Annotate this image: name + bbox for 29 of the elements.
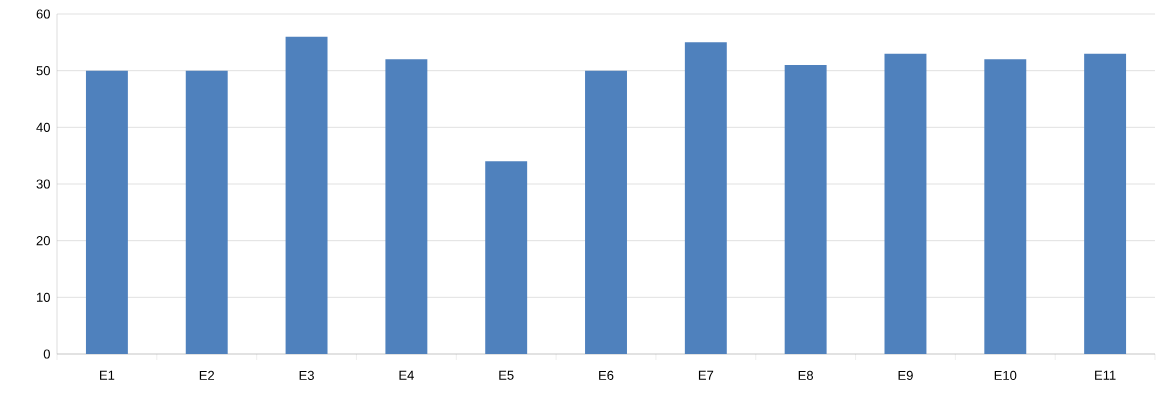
bar — [485, 161, 528, 354]
bar — [784, 65, 827, 354]
y-tick-label: 50 — [36, 66, 50, 76]
bar — [585, 70, 627, 354]
bar — [385, 59, 428, 354]
bar — [1084, 53, 1127, 354]
x-tick-label: E7 — [698, 370, 714, 380]
x-tick-label: E3 — [299, 370, 314, 380]
y-tick-label: 60 — [36, 9, 50, 19]
x-tick-label: E11 — [1095, 370, 1116, 380]
y-tick-label: 10 — [37, 292, 50, 302]
bar — [684, 42, 727, 354]
bar — [285, 36, 328, 354]
x-tick-label: E2 — [199, 370, 215, 380]
y-tick-label: 20 — [36, 236, 50, 246]
x-tick-label: E6 — [599, 370, 614, 380]
y-tick-label: 30 — [36, 179, 50, 189]
y-tick-label: 40 — [36, 122, 50, 132]
bar — [85, 70, 128, 354]
x-tick-label: E10 — [994, 370, 1017, 380]
bar — [884, 53, 927, 354]
x-tick-label: E5 — [499, 370, 514, 380]
x-tick-label: E1 — [100, 370, 115, 380]
x-tick-label: E8 — [798, 370, 814, 380]
x-tick-label: E9 — [898, 370, 913, 380]
x-tick-label: E4 — [399, 370, 414, 380]
y-tick-label: 0 — [43, 349, 50, 359]
bar — [984, 59, 1027, 354]
bar — [185, 70, 228, 354]
